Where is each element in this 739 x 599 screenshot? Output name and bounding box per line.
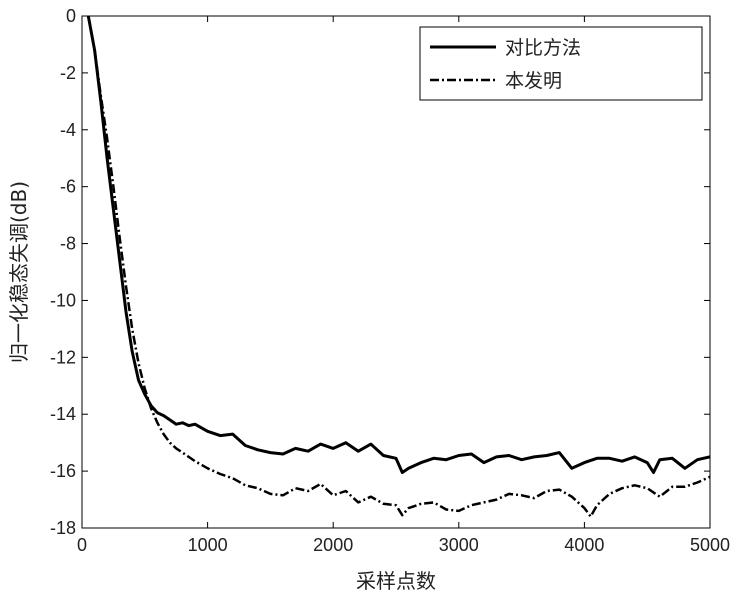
y-tick-label: -16: [50, 461, 76, 481]
y-tick-label: -14: [50, 404, 76, 424]
x-tick-label: 5000: [690, 535, 730, 555]
x-tick-label: 1000: [188, 535, 228, 555]
y-axis-label: 归一化稳态失调(dB): [7, 181, 31, 363]
y-tick-label: -10: [50, 290, 76, 310]
x-tick-label: 4000: [564, 535, 604, 555]
x-tick-label: 3000: [439, 535, 479, 555]
y-tick-label: 0: [66, 6, 76, 26]
legend: 对比方法 本发明: [420, 27, 702, 100]
y-tick-label: -18: [50, 518, 76, 538]
y-tick-label: -2: [60, 63, 76, 83]
x-axis-label: 采样点数: [356, 569, 436, 593]
x-tick-label: 0: [77, 535, 87, 555]
y-tick-label: -6: [60, 177, 76, 197]
y-tick-label: -4: [60, 120, 76, 140]
x-tick-label: 2000: [313, 535, 353, 555]
y-tick-label: -12: [50, 347, 76, 367]
y-tick-label: -8: [60, 234, 76, 254]
legend-label-series-1: 对比方法: [505, 37, 581, 59]
legend-label-series-2: 本发明: [505, 70, 562, 92]
